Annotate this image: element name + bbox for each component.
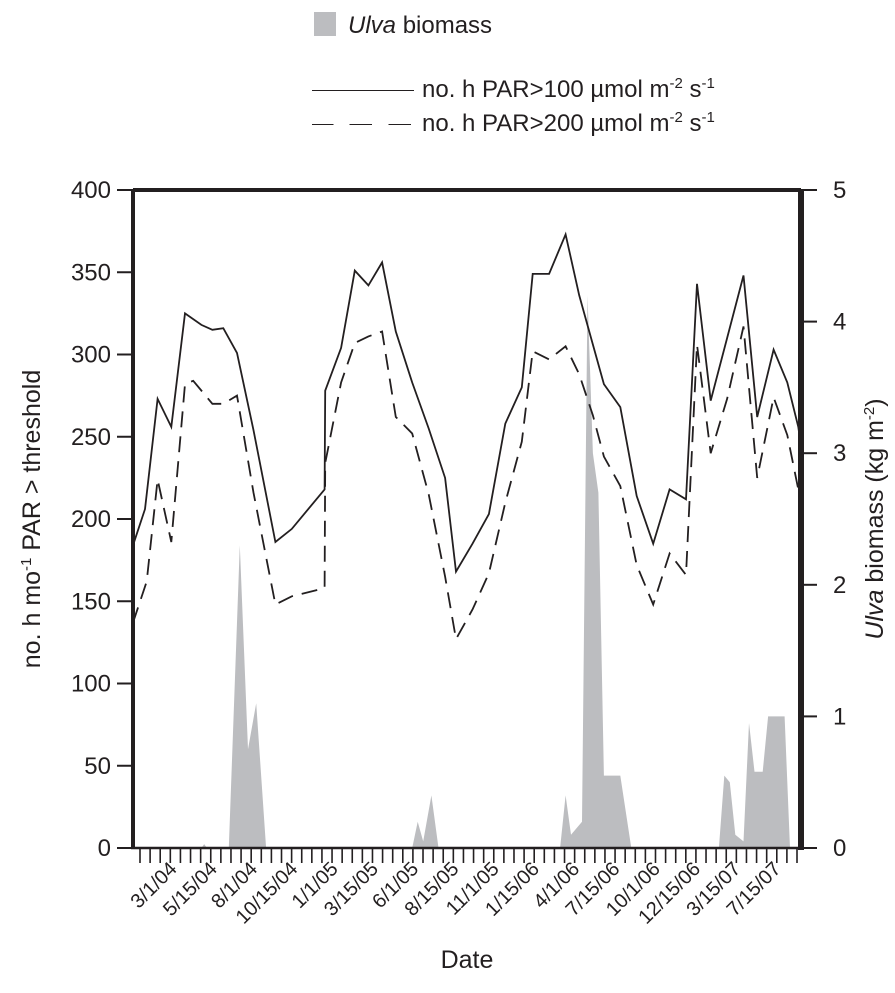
legend-biomass-swatch (314, 12, 336, 36)
left-tick-label: 400 (71, 177, 111, 204)
legend-par200: no. h PAR>200 µmol m-2 s-1 (312, 109, 715, 137)
series-line-par100 (132, 231, 802, 575)
legend-par200-exp2: -1 (701, 109, 715, 126)
left-tick-label: 300 (71, 342, 111, 369)
right-tick-label: 1 (833, 703, 846, 730)
legend-par100-exp2: -1 (701, 75, 715, 92)
left-tick-label: 200 (71, 506, 111, 533)
left-tick-label: 150 (71, 588, 111, 615)
legend-solid-line (312, 90, 414, 91)
legend-dashed-line (312, 124, 414, 125)
legend-biomass-label: biomass (402, 12, 493, 39)
left-tick-label: 50 (84, 753, 111, 780)
legend-par100: no. h PAR>100 µmol m-2 s-1 (312, 75, 715, 103)
left-axis-title: no. h mo-1 PAR > threshold (18, 370, 46, 668)
legend-biomass: Ulva biomass (314, 12, 492, 38)
legend-par200-label: no. h PAR>200 µmol m (422, 110, 670, 137)
left-tick-label: 100 (71, 671, 111, 698)
right-tick-label: 2 (833, 572, 846, 599)
x-axis-title: Date (441, 946, 494, 974)
par-lines-layer (132, 231, 802, 642)
left-tick-label: 0 (98, 835, 111, 862)
axis-ticks: 0501001502002503003504000123453/1/045/15… (18, 177, 889, 974)
right-tick-label: 5 (833, 177, 846, 204)
plot-frame (131, 188, 804, 850)
series-line-par200 (132, 326, 802, 642)
right-axis-title: Ulva biomass (kg m-2) (861, 398, 889, 639)
right-tick-label: 3 (833, 440, 846, 467)
legend-biomass-italic: Ulva (348, 12, 397, 39)
left-tick-label: 350 (71, 259, 111, 286)
legend-par100-label: no. h PAR>100 µmol m (422, 76, 670, 103)
legend-par100-exp1: -2 (669, 75, 683, 92)
right-tick-label: 4 (833, 309, 846, 336)
legend-par200-exp1: -2 (669, 109, 683, 126)
legend-par200-unit: s (682, 110, 702, 137)
left-tick-label: 250 (71, 424, 111, 451)
right-tick-label: 0 (833, 835, 846, 862)
legend-par100-unit: s (682, 76, 702, 103)
